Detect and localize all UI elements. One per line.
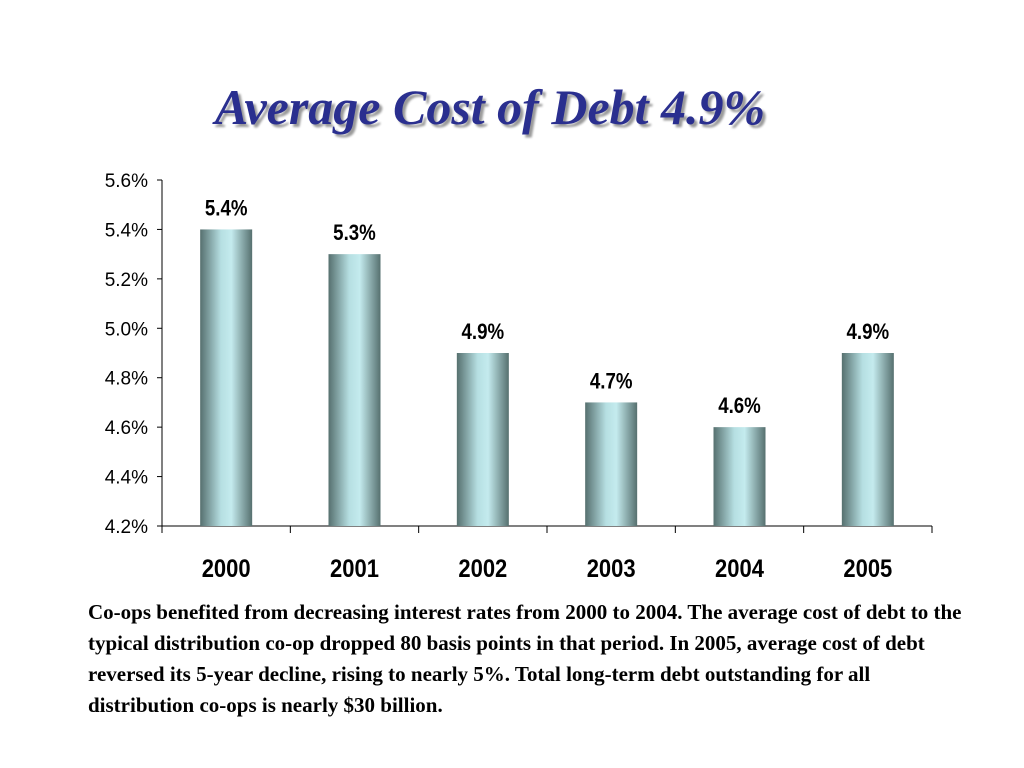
data-label: 4.9% <box>847 321 890 345</box>
data-label: 4.7% <box>590 370 633 394</box>
x-tick-label: 2002 <box>458 555 507 583</box>
data-label: 5.3% <box>333 222 376 246</box>
x-tick-label: 2004 <box>715 555 764 583</box>
bar-2005 <box>841 353 894 526</box>
y-tick-label: 5.6% <box>105 171 148 192</box>
bar-2002 <box>456 353 509 526</box>
x-tick-label: 2001 <box>330 555 379 583</box>
bars <box>200 229 894 526</box>
x-tick-label: 2005 <box>843 555 892 583</box>
y-tick-label: 4.4% <box>105 468 148 489</box>
data-label: 4.6% <box>718 395 761 419</box>
bar-2000 <box>200 229 253 526</box>
y-axis: 4.2% 4.4% 4.6% 4.8% 5.0% 5.2% 5.4% 5.6% <box>105 171 163 538</box>
x-tick-label: 2000 <box>202 555 251 583</box>
y-tick-label: 4.6% <box>105 418 148 439</box>
slide-title: Average Cost of Debt 4.9% <box>214 79 766 135</box>
data-label: 4.9% <box>462 321 505 345</box>
bar-chart: 4.2%4.4%4.6%4.8%5.0%5.2%5.4%5.6% 2000 200… <box>105 171 933 583</box>
x-axis: 2000 2001 2002 2003 2004 2005 <box>161 525 933 583</box>
y-tick-label: 5.2% <box>105 270 148 291</box>
slide-caption: Co-ops benefited from decreasing interes… <box>88 600 962 717</box>
y-tick-label: 5.4% <box>105 220 148 241</box>
data-label: 5.4% <box>205 197 248 221</box>
data-labels: 5.4% 5.3% 4.9% 4.7% 4.6% 4.9% <box>205 197 889 418</box>
bar-2004 <box>713 427 766 526</box>
bar-2001 <box>328 254 381 526</box>
bar-2003 <box>585 402 638 526</box>
y-tick-label: 4.2% <box>105 517 148 538</box>
x-tick-label: 2003 <box>587 555 636 583</box>
y-tick-label: 4.8% <box>105 369 148 390</box>
y-tick-label: 5.0% <box>105 319 148 340</box>
